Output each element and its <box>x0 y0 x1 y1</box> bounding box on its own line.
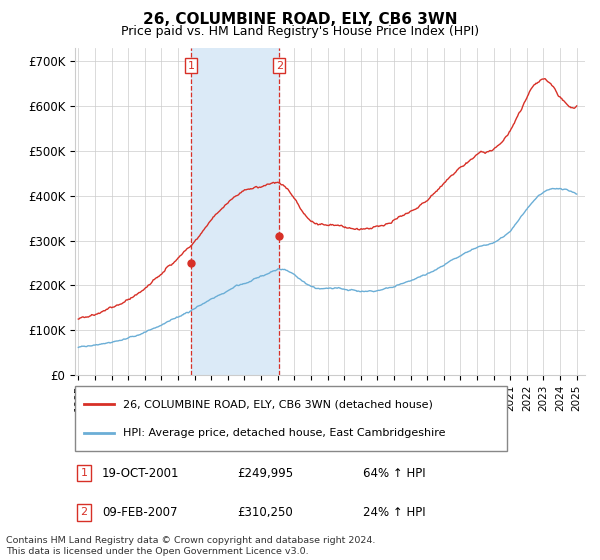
Text: 1: 1 <box>188 60 195 71</box>
Text: 1: 1 <box>80 468 88 478</box>
Text: Contains HM Land Registry data © Crown copyright and database right 2024.
This d: Contains HM Land Registry data © Crown c… <box>6 536 376 556</box>
Text: 19-OCT-2001: 19-OCT-2001 <box>102 466 179 480</box>
Text: 2: 2 <box>276 60 283 71</box>
Text: 26, COLUMBINE ROAD, ELY, CB6 3WN (detached house): 26, COLUMBINE ROAD, ELY, CB6 3WN (detach… <box>122 399 433 409</box>
Text: £249,995: £249,995 <box>237 466 293 480</box>
Text: £310,250: £310,250 <box>237 506 293 519</box>
FancyBboxPatch shape <box>75 386 507 451</box>
Text: 64% ↑ HPI: 64% ↑ HPI <box>363 466 425 480</box>
Text: Price paid vs. HM Land Registry's House Price Index (HPI): Price paid vs. HM Land Registry's House … <box>121 25 479 38</box>
Text: HPI: Average price, detached house, East Cambridgeshire: HPI: Average price, detached house, East… <box>122 428 445 438</box>
Text: 2: 2 <box>80 507 88 517</box>
Text: 26, COLUMBINE ROAD, ELY, CB6 3WN: 26, COLUMBINE ROAD, ELY, CB6 3WN <box>143 12 457 27</box>
Text: 24% ↑ HPI: 24% ↑ HPI <box>363 506 425 519</box>
Text: 09-FEB-2007: 09-FEB-2007 <box>102 506 178 519</box>
Bar <box>191 48 280 375</box>
